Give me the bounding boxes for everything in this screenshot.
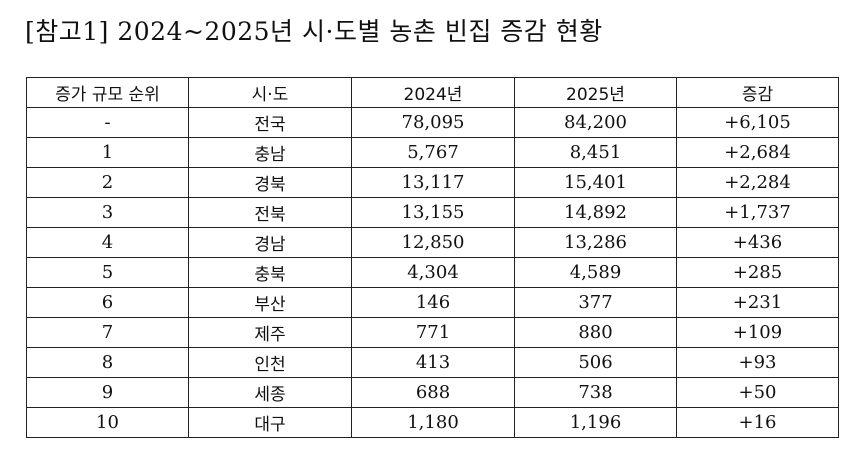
header-change: 증감 xyxy=(676,77,839,108)
cell-2024: 12,850 xyxy=(351,227,515,258)
cell-rank: 6 xyxy=(26,287,189,318)
cell-rank: 10 xyxy=(26,407,189,438)
cell-region: 충북 xyxy=(188,257,352,288)
cell-rank: 9 xyxy=(26,377,189,408)
header-2025: 2025년 xyxy=(514,77,677,108)
cell-region: 경남 xyxy=(188,227,352,258)
header-region: 시·도 xyxy=(188,77,352,108)
cell-region: 세종 xyxy=(188,377,352,408)
cell-2024: 5,767 xyxy=(351,137,515,168)
cell-rank: 8 xyxy=(26,347,189,378)
cell-rank: 3 xyxy=(26,197,189,228)
cell-2025: 14,892 xyxy=(514,197,677,228)
cell-2025: 4,589 xyxy=(514,257,677,288)
table-row: 1 충남 5,767 8,451 +2,684 xyxy=(26,137,839,168)
cell-2025: 1,196 xyxy=(514,407,677,438)
cell-region: 부산 xyxy=(188,287,352,318)
table-row: 7 제주 771 880 +109 xyxy=(26,317,839,348)
cell-change: +109 xyxy=(676,317,839,348)
cell-change: +93 xyxy=(676,347,839,378)
cell-rank: - xyxy=(26,107,189,138)
cell-rank: 4 xyxy=(26,227,189,258)
cell-region: 전북 xyxy=(188,197,352,228)
vacant-house-table: 증가 규모 순위 시·도 2024년 2025년 증감 - 전국 78,095 84,… xyxy=(26,77,839,438)
cell-rank: 5 xyxy=(26,257,189,288)
cell-2024: 4,304 xyxy=(351,257,515,288)
cell-region: 충남 xyxy=(188,137,352,168)
cell-change: +16 xyxy=(676,407,839,438)
table-row: 2 경북 13,117 15,401 +2,284 xyxy=(26,167,839,198)
table-row: 5 충북 4,304 4,589 +285 xyxy=(26,257,839,288)
cell-region: 대구 xyxy=(188,407,352,438)
cell-2024: 413 xyxy=(351,347,515,378)
cell-2024: 13,117 xyxy=(351,167,515,198)
cell-change: +2,284 xyxy=(676,167,839,198)
cell-change: +6,105 xyxy=(676,107,839,138)
cell-2025: 8,451 xyxy=(514,137,677,168)
table-row: 9 세종 688 738 +50 xyxy=(26,377,839,408)
cell-2025: 738 xyxy=(514,377,677,408)
cell-2024: 146 xyxy=(351,287,515,318)
cell-region: 전국 xyxy=(188,107,352,138)
cell-2024: 771 xyxy=(351,317,515,348)
cell-change: +436 xyxy=(676,227,839,258)
cell-rank: 2 xyxy=(26,167,189,198)
cell-change: +1,737 xyxy=(676,197,839,228)
cell-region: 경북 xyxy=(188,167,352,198)
cell-change: +231 xyxy=(676,287,839,318)
cell-rank: 7 xyxy=(26,317,189,348)
table-row: 3 전북 13,155 14,892 +1,737 xyxy=(26,197,839,228)
cell-change: +285 xyxy=(676,257,839,288)
table-row: - 전국 78,095 84,200 +6,105 xyxy=(26,107,839,138)
cell-2024: 688 xyxy=(351,377,515,408)
cell-region: 제주 xyxy=(188,317,352,348)
table-row: 4 경남 12,850 13,286 +436 xyxy=(26,227,839,258)
page-title: [참고1] 2024~2025년 시·도별 농촌 빈집 증감 현황 xyxy=(25,17,603,46)
cell-2025: 13,286 xyxy=(514,227,677,258)
cell-2025: 880 xyxy=(514,317,677,348)
cell-2025: 377 xyxy=(514,287,677,318)
cell-2025: 506 xyxy=(514,347,677,378)
header-rank: 증가 규모 순위 xyxy=(26,77,189,108)
header-2024: 2024년 xyxy=(351,77,515,108)
table-row: 10 대구 1,180 1,196 +16 xyxy=(26,407,839,438)
cell-2024: 13,155 xyxy=(351,197,515,228)
cell-region: 인천 xyxy=(188,347,352,378)
cell-rank: 1 xyxy=(26,137,189,168)
table-row: 8 인천 413 506 +93 xyxy=(26,347,839,378)
cell-2025: 84,200 xyxy=(514,107,677,138)
table-row: 6 부산 146 377 +231 xyxy=(26,287,839,318)
cell-change: +50 xyxy=(676,377,839,408)
cell-change: +2,684 xyxy=(676,137,839,168)
cell-2024: 1,180 xyxy=(351,407,515,438)
table-header-row: 증가 규모 순위 시·도 2024년 2025년 증감 xyxy=(26,77,839,108)
cell-2025: 15,401 xyxy=(514,167,677,198)
cell-2024: 78,095 xyxy=(351,107,515,138)
